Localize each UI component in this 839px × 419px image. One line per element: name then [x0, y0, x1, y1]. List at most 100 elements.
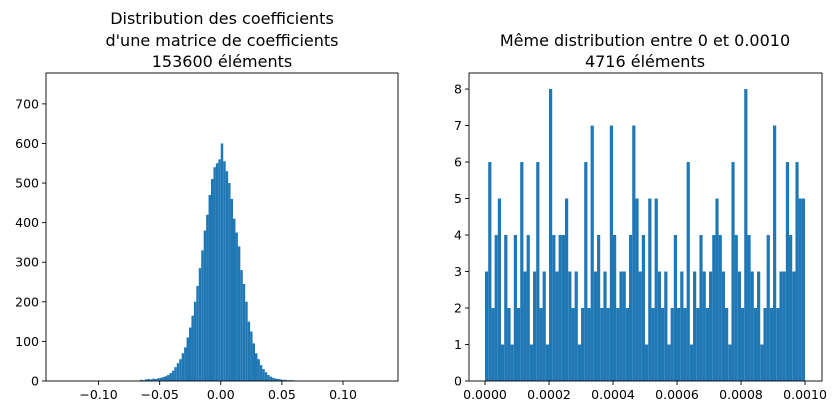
histogram-bar [238, 246, 240, 381]
histogram-bar [786, 162, 789, 381]
histogram-bar [594, 272, 597, 381]
histogram-bar [651, 308, 654, 381]
chart-title-line: 153600 éléments [152, 52, 292, 71]
chart-title-line: d'une matrice de coefficients [106, 31, 339, 50]
histogram-bar [715, 199, 718, 381]
y-tick-label: 0 [31, 374, 39, 389]
y-tick-label: 1 [454, 337, 462, 352]
histogram-bar [533, 272, 536, 381]
bars [140, 143, 296, 381]
histogram-bar [527, 235, 530, 381]
histogram-bar [696, 308, 699, 381]
histogram-bar [747, 235, 750, 381]
histogram-bar [248, 322, 250, 381]
y-tick-label: 600 [15, 136, 39, 151]
histogram-bar [728, 345, 731, 381]
histogram-bar [235, 233, 237, 381]
histogram-bar [709, 272, 712, 381]
x-tick-label: −0.10 [79, 387, 117, 402]
histogram-bar [741, 308, 744, 381]
histogram-bar [725, 308, 728, 381]
histogram-bar [779, 272, 782, 381]
histogram-bar [597, 235, 600, 381]
chart-title-line: Distribution des coefficients [110, 9, 334, 28]
chart-title-line: 4716 éléments [585, 52, 705, 71]
histogram-bar [199, 268, 201, 381]
histogram-bar [211, 179, 213, 381]
y-tick-label: 4 [454, 228, 462, 243]
histogram-bar [206, 215, 208, 381]
histogram-bar [571, 308, 574, 381]
histogram-bar [228, 183, 230, 381]
histogram-bar [795, 162, 798, 381]
histogram-bar [783, 272, 786, 381]
histogram-bar [613, 235, 616, 381]
y-tick-label: 7 [454, 118, 462, 133]
histogram-bar [661, 308, 664, 381]
histogram-bar [179, 359, 181, 381]
histogram-bar [639, 272, 642, 381]
histogram-bar [165, 376, 167, 381]
histogram-bar [658, 272, 661, 381]
histogram-bar [184, 347, 186, 381]
histogram-bar [712, 235, 715, 381]
histogram-bar [233, 219, 235, 381]
x-tick-label: 0.0000 [463, 387, 507, 402]
histogram-bar [629, 235, 632, 381]
histogram-bar [495, 235, 498, 381]
histogram-bar [648, 199, 651, 381]
histogram-bar [546, 345, 549, 381]
histogram-bar [491, 308, 494, 381]
histogram-bar [770, 308, 773, 381]
histogram-bar [690, 345, 693, 381]
y-tick-label: 500 [15, 176, 39, 191]
histogram-bar [792, 272, 795, 381]
histogram-bar [167, 375, 169, 381]
histogram-bar [735, 235, 738, 381]
histogram-bar [731, 162, 734, 381]
histogram-bar [543, 272, 546, 381]
histogram-bar [218, 159, 220, 381]
histogram-bar [216, 163, 218, 381]
histogram-bar [213, 167, 215, 381]
histogram-bar [600, 308, 603, 381]
histogram-bar [706, 308, 709, 381]
histogram-bar [182, 353, 184, 381]
histogram-bar [623, 272, 626, 381]
histogram-bar [562, 235, 565, 381]
x-tick-label: 0.0008 [719, 387, 763, 402]
histogram-bar [799, 199, 802, 381]
histogram-bar [802, 199, 805, 381]
histogram-bar [262, 369, 264, 381]
histogram-bar [610, 126, 613, 381]
histogram-bar [591, 126, 594, 381]
histogram-bar [250, 332, 252, 381]
histogram-bar [738, 272, 741, 381]
x-tick-label: 0.05 [268, 387, 296, 402]
histogram-bar [677, 308, 680, 381]
histogram-bar [568, 272, 571, 381]
x-tick-label: 0.0002 [527, 387, 571, 402]
chart-title-line: Même distribution entre 0 et 0.0010 [500, 31, 790, 50]
histogram-bar [194, 302, 196, 381]
histogram-bar [757, 272, 760, 381]
histogram-bar [763, 308, 766, 381]
histogram-bar [204, 231, 206, 381]
histogram-bar [257, 359, 259, 381]
histogram-bar [645, 345, 648, 381]
histogram-bar [514, 235, 517, 381]
histogram-bar [587, 308, 590, 381]
histogram-bar [485, 272, 488, 381]
histogram-bar [789, 235, 792, 381]
histogram-bar [607, 308, 610, 381]
histogram-bar [760, 345, 763, 381]
histogram-bar [507, 308, 510, 381]
y-tick-label: 300 [15, 255, 39, 270]
histogram-bar [664, 272, 667, 381]
histogram-bar [240, 270, 242, 381]
histogram-bar [174, 367, 176, 381]
histogram-bar [603, 272, 606, 381]
